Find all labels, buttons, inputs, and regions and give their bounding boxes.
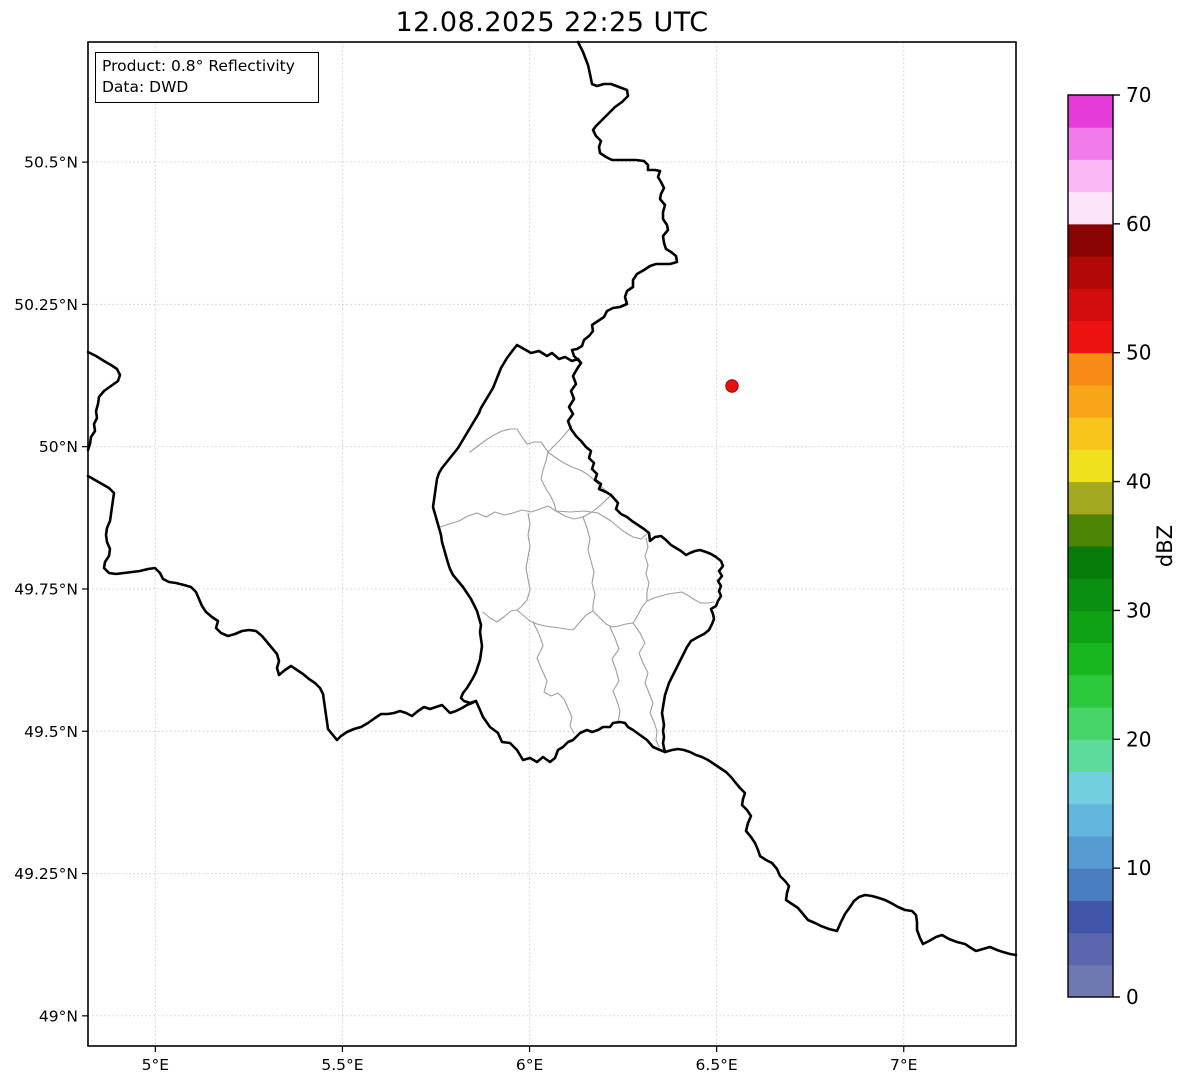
colorbar-segment [1068,223,1113,257]
colorbar-segment [1068,642,1113,676]
colorbar-frame [1067,94,1114,998]
colorbar-segment [1068,578,1113,611]
district-border [547,425,573,453]
country-border [570,40,679,365]
colorbar-segment [1068,771,1113,805]
radar-site-marker [725,379,739,393]
colorbar-unit-label: dBZ [1153,525,1177,567]
colorbar-segment [1068,739,1113,772]
colorbar-segment [1068,868,1113,901]
colorbar-tick-label: 0 [1126,985,1139,1009]
colorbar-segment [1068,191,1113,225]
y-tick-label: 50.25°N [14,296,78,314]
district-border [632,622,660,748]
district-border [540,451,557,512]
x-tick-label: 5.5°E [321,1056,363,1074]
country-border [86,474,478,742]
colorbar-segment [1068,417,1113,450]
x-tick-label: 7°E [890,1056,917,1074]
colorbar-segment [1068,707,1113,740]
product-info-line2: Data: DWD [102,77,189,96]
map-plot-frame [87,41,1017,1047]
colorbar-tick-label: 20 [1126,727,1151,751]
district-border [609,626,621,723]
colorbar-segment [1068,320,1113,354]
colorbar-tick-label: 50 [1126,341,1151,365]
colorbar-segment [1068,513,1113,547]
figure-title: 12.08.2025 22:25 UTC [395,7,709,38]
colorbar-segment [1068,127,1113,160]
colorbar-segment [1068,288,1113,321]
district-border [582,516,596,612]
district-border [555,510,648,540]
district-border [532,621,575,734]
district-border [469,428,549,453]
colorbar-segment [1068,900,1113,934]
country-border [663,747,1018,957]
colorbar-segment [1068,352,1113,386]
country-border [86,350,122,452]
colorbar-segment [1068,610,1113,644]
product-info-line1: Product: 0.8° Reflectivity [102,57,295,75]
colorbar-tick-label: 30 [1126,598,1151,622]
luxembourg-border [431,343,725,764]
colorbar-segment [1068,449,1113,483]
colorbar-segment [1068,674,1113,708]
district-border [482,591,715,631]
colorbar-tick-label: 40 [1126,470,1151,494]
colorbar-segment [1068,159,1113,193]
y-tick-label: 50°N [39,438,78,456]
colorbar-segment [1068,835,1113,869]
x-tick-label: 6.5°E [696,1056,738,1074]
x-tick-label: 6°E [516,1056,543,1074]
colorbar-segment [1068,932,1113,966]
colorbar-segment [1068,384,1113,418]
colorbar-segment [1068,803,1113,837]
colorbar-tick-label: 60 [1126,212,1151,236]
y-tick-label: 49.5°N [24,723,78,741]
y-tick-label: 49°N [39,1007,78,1025]
y-tick-label: 50.5°N [24,154,78,172]
colorbar-tick-label: 70 [1126,83,1151,107]
colorbar-segment [1068,964,1113,998]
colorbar-segment [1068,481,1113,515]
colorbar-tick-label: 10 [1126,856,1151,880]
district-border [516,512,531,611]
colorbar-segment [1068,95,1113,128]
district-border [644,537,650,602]
y-tick-label: 49.25°N [14,865,78,883]
product-info-box: Product: 0.8° Reflectivity Data: DWD [95,52,319,103]
colorbar-segment [1068,256,1113,289]
x-tick-label: 5°E [142,1056,169,1074]
district-border [547,451,612,496]
colorbar-segment [1068,546,1113,579]
y-tick-label: 49.75°N [14,580,78,598]
district-border [439,505,557,528]
